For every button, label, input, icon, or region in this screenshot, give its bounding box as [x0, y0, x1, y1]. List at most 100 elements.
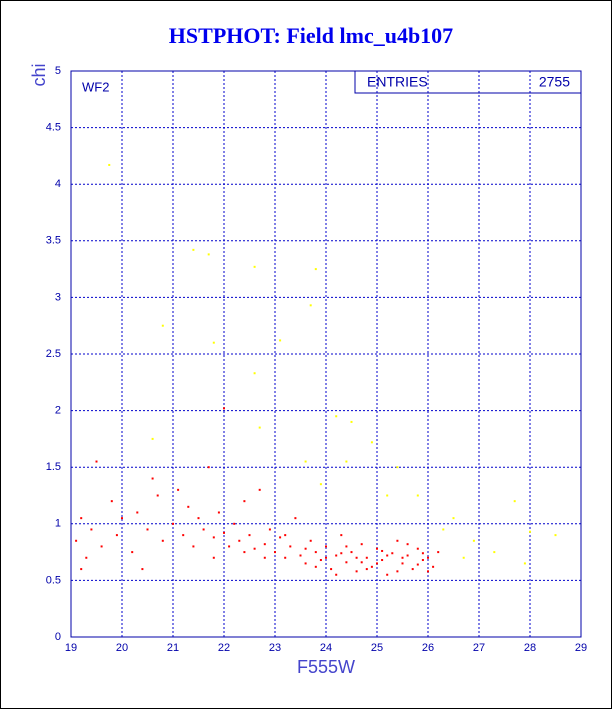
- point: [95, 460, 98, 463]
- point: [421, 559, 424, 562]
- point: [462, 556, 465, 559]
- point: [432, 565, 435, 568]
- point: [80, 517, 83, 520]
- point: [386, 494, 389, 497]
- point: [172, 522, 174, 525]
- chart-title: HSTPHOT: Field lmc_u4b107: [169, 23, 453, 48]
- point: [207, 466, 210, 469]
- point: [335, 573, 338, 576]
- point: [212, 536, 215, 539]
- point: [416, 494, 419, 497]
- x-axis-label: F555W: [297, 657, 355, 677]
- point: [340, 552, 343, 555]
- point: [386, 573, 389, 576]
- point: [523, 562, 526, 565]
- point: [391, 552, 394, 555]
- x-tick-label: 25: [371, 642, 383, 654]
- point: [350, 420, 353, 423]
- point: [274, 551, 276, 554]
- point: [416, 547, 419, 550]
- point: [304, 460, 307, 463]
- point: [304, 547, 307, 550]
- point: [263, 543, 266, 546]
- stats-label: ENTRIES: [367, 74, 428, 90]
- point: [243, 500, 246, 503]
- point: [416, 563, 419, 566]
- point: [452, 517, 455, 520]
- point: [376, 547, 378, 550]
- stats-value: 2755: [539, 74, 570, 90]
- point: [325, 556, 327, 559]
- y-tick-label: 0.5: [46, 574, 61, 586]
- x-tick-label: 20: [116, 642, 128, 654]
- x-tick-label: 21: [167, 642, 179, 654]
- point: [355, 570, 358, 573]
- x-tick-label: 29: [575, 642, 587, 654]
- point: [365, 556, 368, 559]
- point: [411, 568, 414, 571]
- point: [299, 554, 302, 557]
- point: [401, 562, 404, 565]
- y-tick-label: 2: [55, 405, 61, 417]
- point: [263, 556, 266, 559]
- y-tick-label: 1: [55, 518, 61, 530]
- point: [243, 551, 246, 554]
- point: [381, 559, 384, 562]
- point: [90, 528, 93, 531]
- plot-area: 19 20 21 22 23 24 25 26 27 28 29 0 0.5 1 1.5 2 2.5 3 3.5 4 4…: [46, 65, 587, 654]
- point: [396, 466, 399, 469]
- point: [121, 517, 123, 520]
- point: [294, 517, 297, 520]
- point: [319, 483, 322, 486]
- point: [345, 545, 348, 548]
- point: [304, 562, 307, 565]
- point: [223, 531, 225, 534]
- x-tick-label: 26: [422, 642, 434, 654]
- point: [223, 407, 225, 410]
- point: [319, 559, 322, 562]
- point: [228, 545, 231, 548]
- point: [365, 568, 368, 571]
- y-tick-label: 4: [55, 178, 61, 190]
- plot-border: [70, 70, 582, 638]
- point: [350, 551, 353, 554]
- point: [360, 561, 363, 564]
- point: [396, 539, 399, 542]
- point: [115, 534, 118, 537]
- point: [427, 556, 429, 559]
- point: [141, 568, 144, 571]
- point: [345, 561, 348, 564]
- panel-label: WF2: [82, 79, 109, 94]
- point: [187, 505, 190, 508]
- point: [253, 265, 256, 268]
- point: [253, 547, 256, 550]
- point: [472, 539, 475, 542]
- point: [437, 551, 440, 554]
- point: [330, 568, 333, 571]
- y-axis-label: chi: [29, 63, 49, 86]
- point: [396, 570, 399, 573]
- point: [212, 341, 215, 344]
- point: [370, 565, 373, 568]
- stats-box: [354, 70, 582, 94]
- y-tick-label: 5: [55, 65, 61, 77]
- point: [258, 488, 261, 491]
- point: [207, 253, 210, 256]
- point: [151, 477, 154, 480]
- point: [427, 570, 429, 573]
- point: [376, 562, 378, 565]
- point: [177, 488, 180, 491]
- x-tick-label: 22: [218, 642, 230, 654]
- point: [248, 534, 251, 537]
- y-tick-label: 1.5: [46, 461, 61, 473]
- point: [100, 545, 103, 548]
- point: [151, 437, 154, 440]
- point: [108, 163, 111, 166]
- y-tick-label: 4.5: [46, 122, 61, 134]
- y-tick-label: 3: [55, 291, 61, 303]
- y-tick-label: 2.5: [46, 348, 61, 360]
- point: [233, 522, 236, 525]
- point: [325, 545, 327, 548]
- x-tick-label: 24: [320, 642, 332, 654]
